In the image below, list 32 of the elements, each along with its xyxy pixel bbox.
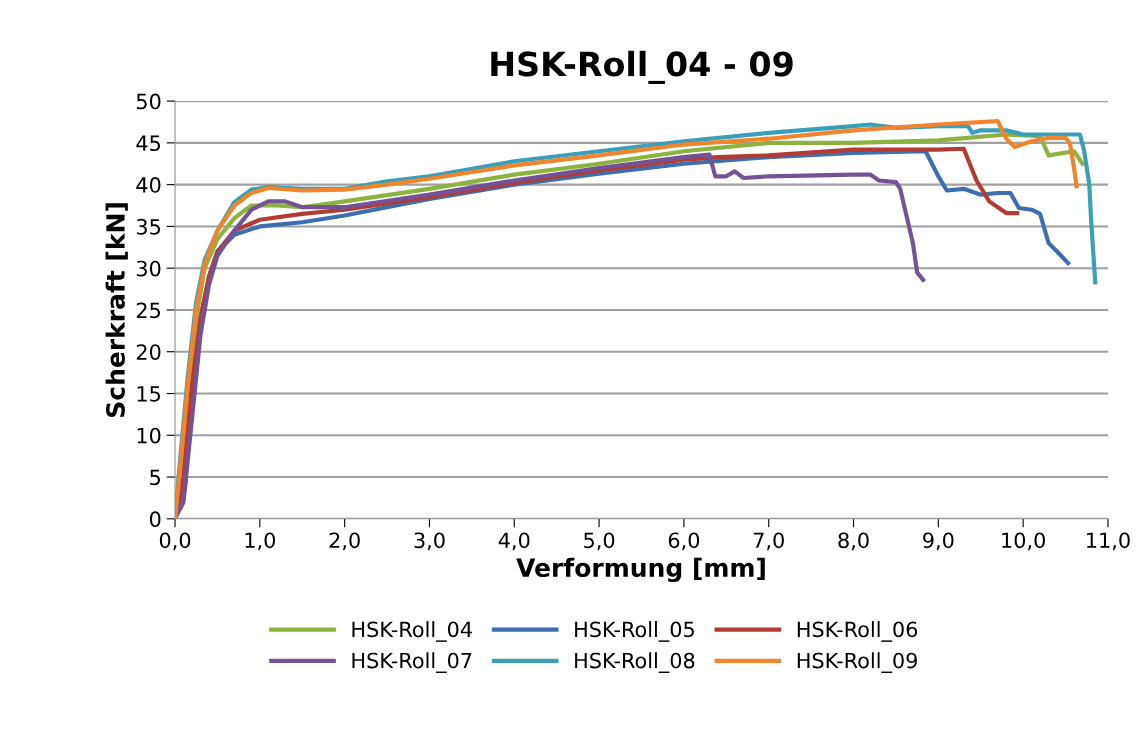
y-tick-label: 15 xyxy=(137,386,161,402)
legend-label: HSK-Roll_04 xyxy=(352,621,472,642)
y-tick-label: 10 xyxy=(137,427,161,444)
x-axis-title: Verformung [mm] xyxy=(516,557,765,583)
legend-label: HSK-Roll_05 xyxy=(575,621,694,642)
x-tick-label: 8,0 xyxy=(838,532,869,551)
y-tick-label: 40 xyxy=(136,177,161,193)
y-tick-label: 30 xyxy=(136,260,161,277)
x-tick-label: 7,0 xyxy=(753,532,784,551)
y-tick-label: 5 xyxy=(150,469,161,486)
x-tick-label: 4,0 xyxy=(498,532,530,551)
x-tick-label: 5,0 xyxy=(584,532,615,551)
y-tick-label: 35 xyxy=(136,218,161,235)
y-tick-label: 50 xyxy=(136,93,161,110)
x-tick-label: 3,0 xyxy=(414,532,445,551)
legend-label: HSK-Roll_07 xyxy=(352,652,472,674)
x-tick-label: 9,0 xyxy=(923,532,954,551)
x-tick-label: 2,0 xyxy=(329,532,360,551)
y-tick-label: 45 xyxy=(136,135,161,152)
x-tick-label: 6,0 xyxy=(668,532,700,551)
y-axis-title: Scherkraft [kN] xyxy=(105,203,128,417)
x-tick-label: 1,0 xyxy=(245,532,276,551)
legend-label: HSK-Roll_08 xyxy=(575,652,695,674)
legend-label: HSK-Roll_09 xyxy=(797,652,917,674)
legend-label: HSK-Roll_06 xyxy=(797,621,918,642)
x-tick-label: 10,0 xyxy=(1002,532,1045,551)
x-tick-label: 11,0 xyxy=(1087,532,1130,551)
y-tick-label: 25 xyxy=(136,302,161,319)
x-tick-label: 0,0 xyxy=(159,532,191,551)
chart-title: HSK-Roll_04 - 09 xyxy=(491,50,793,84)
y-tick-label: 20 xyxy=(136,344,161,360)
y-tick-label: 0 xyxy=(149,511,161,528)
